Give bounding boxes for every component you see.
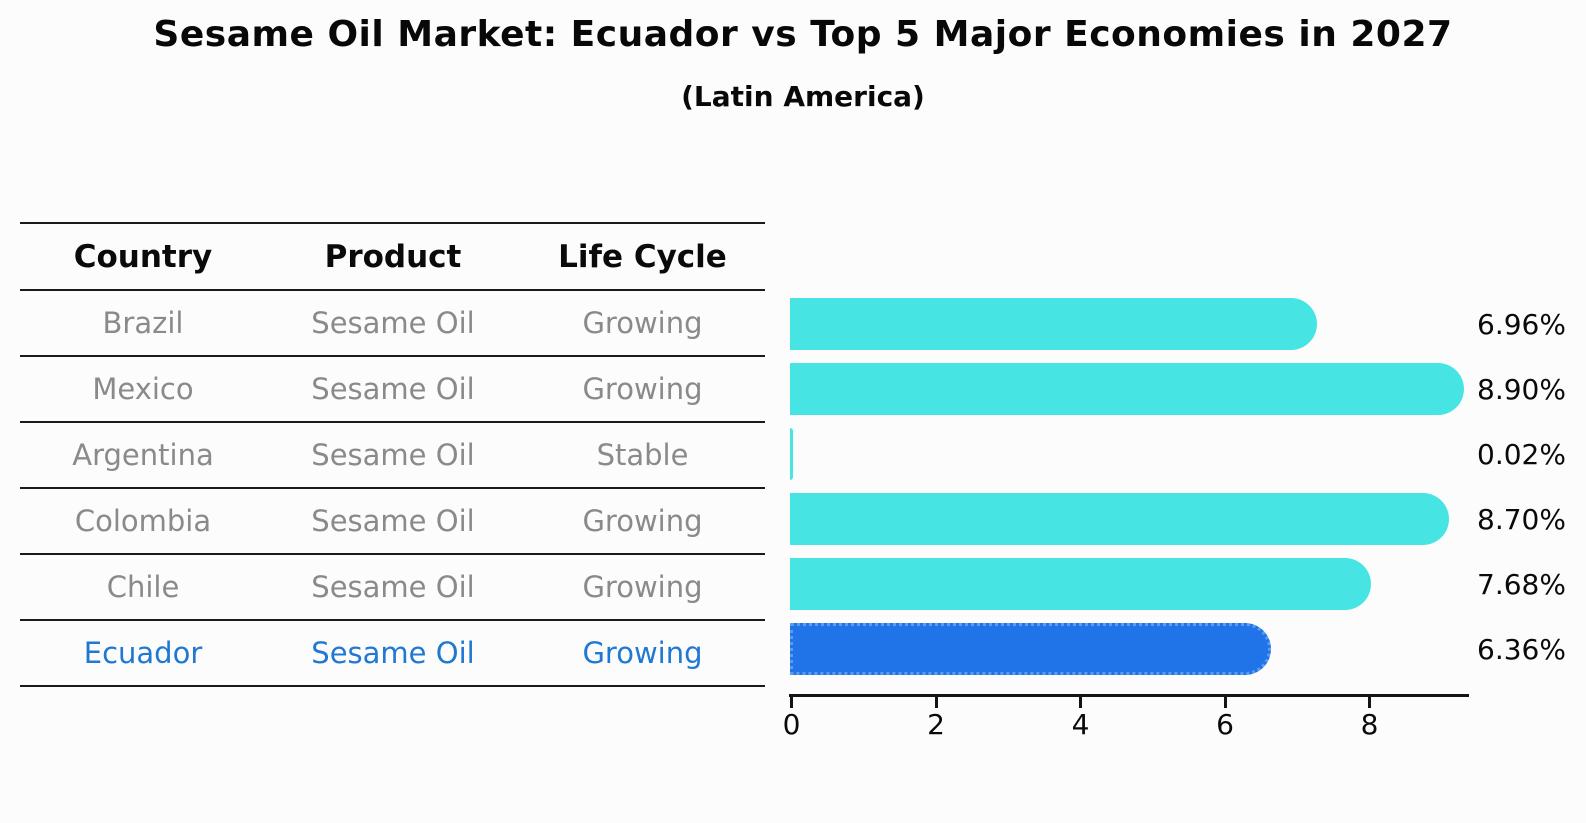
x-axis-line bbox=[789, 694, 1469, 697]
bar-row bbox=[790, 363, 1464, 415]
cell-product: Sesame Oil bbox=[311, 372, 475, 406]
cell-product: Sesame Oil bbox=[311, 306, 475, 340]
table-row: Mexico Sesame Oil Growing bbox=[20, 357, 765, 423]
cell-product: Sesame Oil bbox=[311, 570, 475, 604]
bar-highlighted bbox=[790, 623, 1272, 675]
x-tick-mark bbox=[1223, 697, 1227, 708]
x-tick-label: 8 bbox=[1360, 708, 1379, 741]
x-tick-label: 4 bbox=[1071, 708, 1090, 741]
table-row: Chile Sesame Oil Growing bbox=[20, 555, 765, 621]
cell-lifecycle: Growing bbox=[582, 504, 703, 538]
value-label: 7.68% bbox=[1477, 567, 1566, 601]
bar bbox=[790, 558, 1372, 610]
x-tick-mark bbox=[934, 697, 938, 708]
table-row: Colombia Sesame Oil Growing bbox=[20, 489, 765, 555]
cell-lifecycle: Growing bbox=[582, 636, 703, 670]
table-header-row: Country Product Life Cycle bbox=[20, 224, 765, 291]
cell-country: Argentina bbox=[72, 438, 214, 472]
cell-country: Colombia bbox=[74, 504, 212, 538]
table-body: Brazil Sesame Oil Growing Mexico Sesame Oil G… bbox=[20, 291, 765, 687]
cell-country: Mexico bbox=[92, 372, 194, 406]
x-tick-mark bbox=[1368, 697, 1371, 708]
value-label: 8.70% bbox=[1477, 502, 1566, 536]
bar-row bbox=[790, 428, 793, 480]
cell-product: Sesame Oil bbox=[311, 504, 475, 538]
col-header-product: Product bbox=[324, 238, 462, 275]
x-tick-label: 6 bbox=[1216, 708, 1234, 741]
table-row: Argentina Sesame Oil Stable bbox=[20, 423, 765, 489]
x-tick-mark bbox=[790, 697, 793, 708]
value-label: 8.90% bbox=[1477, 372, 1566, 406]
chart-title: Sesame Oil Market: Ecuador vs Top 5 Majo… bbox=[153, 14, 1453, 55]
bar-row bbox=[790, 493, 1449, 545]
x-tick-mark bbox=[1079, 697, 1082, 708]
col-header-country: Country bbox=[73, 238, 213, 275]
chart-subtitle: (Latin America) bbox=[681, 80, 925, 113]
country-table: Country Product Life Cycle Brazil Sesame … bbox=[20, 222, 765, 687]
table-row: Brazil Sesame Oil Growing bbox=[20, 291, 765, 357]
cell-lifecycle: Growing bbox=[582, 570, 703, 604]
bar-row bbox=[790, 298, 1317, 350]
value-label: 0.02% bbox=[1477, 437, 1566, 471]
bar-row bbox=[790, 623, 1272, 675]
bar bbox=[790, 493, 1449, 545]
cell-lifecycle: Growing bbox=[582, 372, 703, 406]
bar bbox=[790, 363, 1464, 415]
cell-country: Ecuador bbox=[83, 636, 203, 670]
value-label: 6.96% bbox=[1477, 307, 1566, 341]
table-row: Ecuador Sesame Oil Growing bbox=[20, 621, 765, 687]
bar-row bbox=[790, 558, 1372, 610]
value-label: 6.36% bbox=[1477, 632, 1566, 666]
cell-lifecycle: Growing bbox=[582, 306, 703, 340]
bar bbox=[790, 298, 1317, 350]
col-header-lifecycle: Life Cycle bbox=[558, 238, 727, 275]
cell-product: Sesame Oil bbox=[311, 636, 475, 670]
cell-country: Brazil bbox=[102, 306, 184, 340]
x-tick-label: 0 bbox=[782, 708, 801, 741]
bar bbox=[790, 428, 793, 480]
x-tick-label: 2 bbox=[927, 708, 945, 741]
cell-product: Sesame Oil bbox=[311, 438, 475, 472]
cell-country: Chile bbox=[106, 570, 180, 604]
cell-lifecycle: Stable bbox=[596, 438, 689, 472]
